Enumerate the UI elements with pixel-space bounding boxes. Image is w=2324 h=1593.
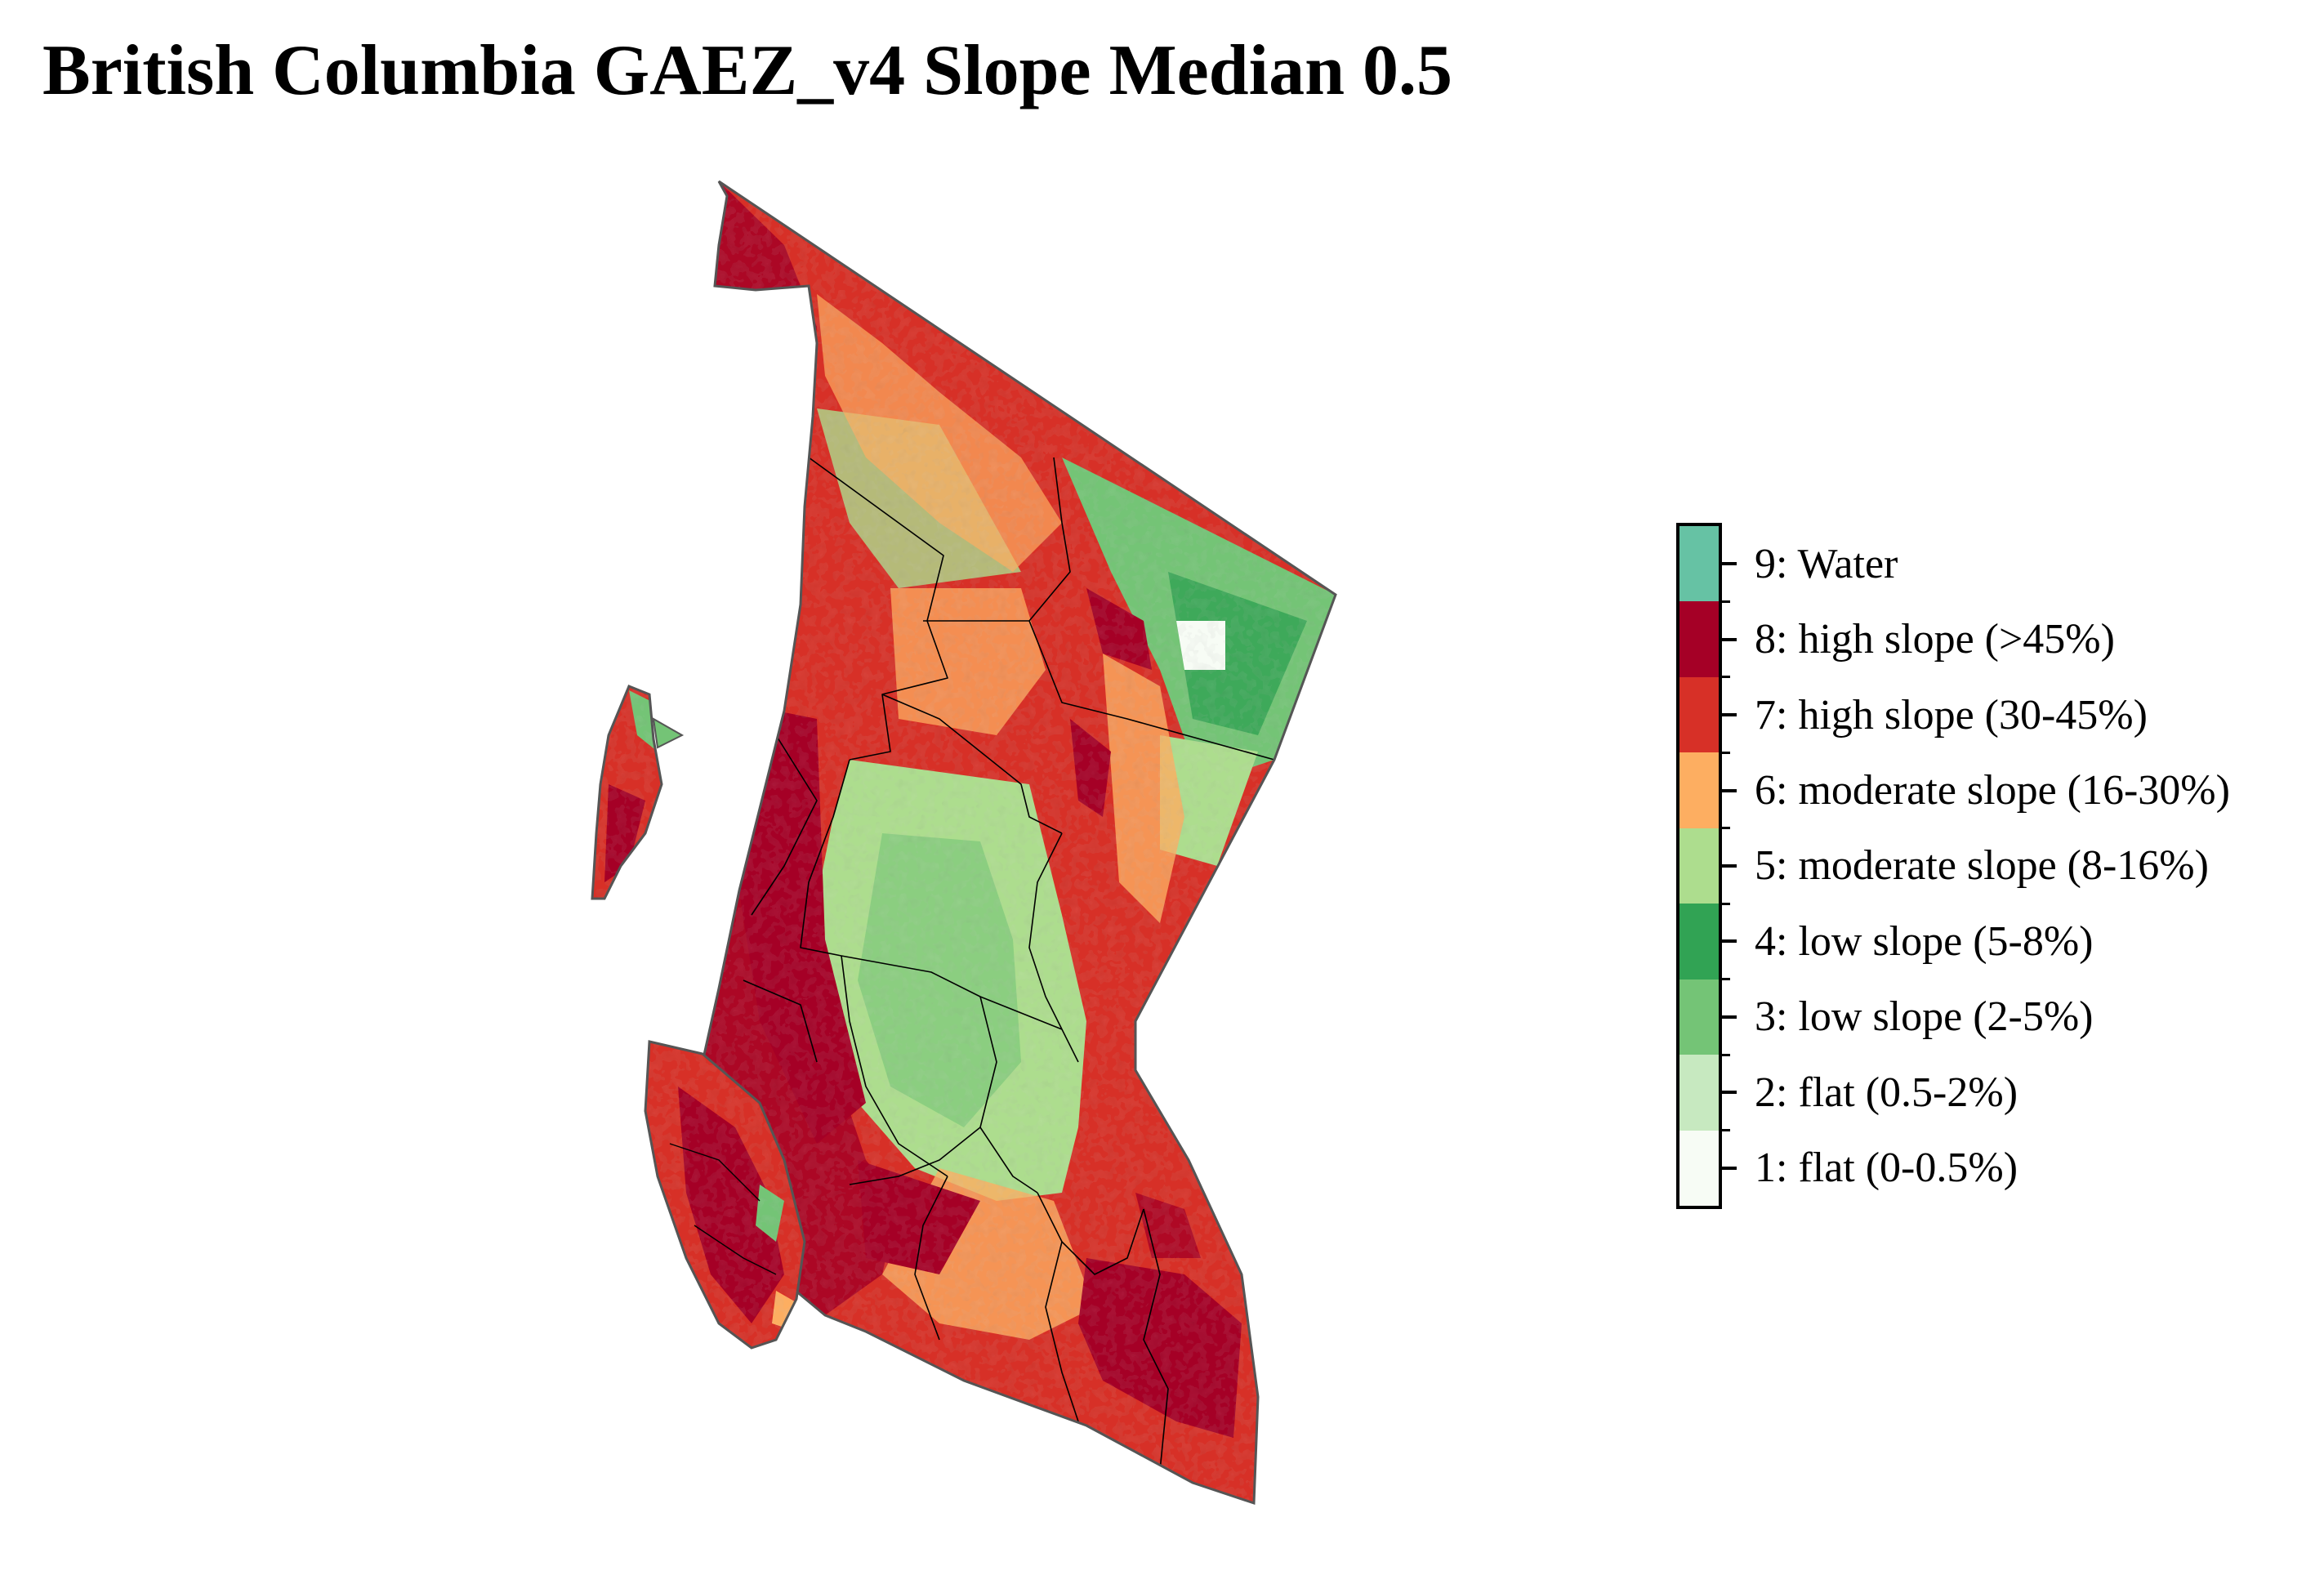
legend-labels: 9: Water 8: high slope (>45%) 7: high slop… [1722,523,2294,1209]
legend-swatch [1679,1055,1719,1131]
legend-tick [1722,863,1737,868]
legend-label: 5: moderate slope (8-16%) [1755,842,2209,890]
legend-tick [1722,788,1737,792]
legend-swatch [1679,979,1719,1055]
mainland-slope-raster [703,181,1336,1503]
legend-tick [1722,713,1737,717]
legend-minor-tick [1722,827,1730,830]
legend-colorbar [1676,523,1722,1209]
legend-minor-tick [1722,902,1730,905]
legend-label: 3: low slope (2-5%) [1755,993,2094,1041]
legend-item: 9: Water [1722,526,1898,601]
legend-label: 6: moderate slope (16-30%) [1755,767,2230,814]
legend-item: 2: flat (0.5-2%) [1722,1055,2018,1130]
graham-island-spit [652,717,685,749]
legend-swatch [1679,601,1719,677]
legend-minor-tick [1722,676,1730,679]
legend-swatch [1679,904,1719,979]
legend-minor-tick [1722,1129,1730,1132]
legend-item: 8: high slope (>45%) [1722,601,2115,676]
legend-label: 4: low slope (5-8%) [1755,917,2094,965]
legend-minor-tick [1722,1053,1730,1056]
legend-item: 1: flat (0-0.5%) [1722,1131,2018,1206]
legend-swatch [1679,676,1719,753]
legend-minor-tick [1722,600,1730,603]
legend-label: 8: high slope (>45%) [1755,616,2115,663]
legend-tick [1722,1091,1737,1095]
legend-swatch [1679,828,1719,904]
legend-label: 2: flat (0.5-2%) [1755,1069,2018,1116]
legend-item: 6: moderate slope (16-30%) [1722,752,2230,828]
legend-minor-tick [1722,978,1730,981]
legend-swatch [1679,526,1719,602]
legend-tick [1722,562,1737,566]
legend-tick [1722,1015,1737,1019]
legend-item: 4: low slope (5-8%) [1722,904,2093,979]
legend-item: 3: low slope (2-5%) [1722,979,2093,1055]
legend-label: 7: high slope (30-45%) [1755,691,2148,738]
legend-label: 9: Water [1755,540,1898,587]
haida-gwaii-outline [591,685,663,900]
vancouver-island-outline [644,1040,806,1350]
legend-tick [1722,939,1737,944]
legend-swatch [1679,1130,1719,1206]
legend-item: 5: moderate slope (8-16%) [1722,828,2209,904]
legend-tick [1722,1166,1737,1170]
legend-label: 1: flat (0-0.5%) [1755,1145,2018,1192]
legend-item: 7: high slope (30-45%) [1722,677,2148,752]
map-title: British Columbia GAEZ_v4 Slope Median 0.… [42,31,1453,110]
legend-swatch [1679,752,1719,828]
legend-minor-tick [1722,751,1730,754]
legend-tick [1722,637,1737,641]
